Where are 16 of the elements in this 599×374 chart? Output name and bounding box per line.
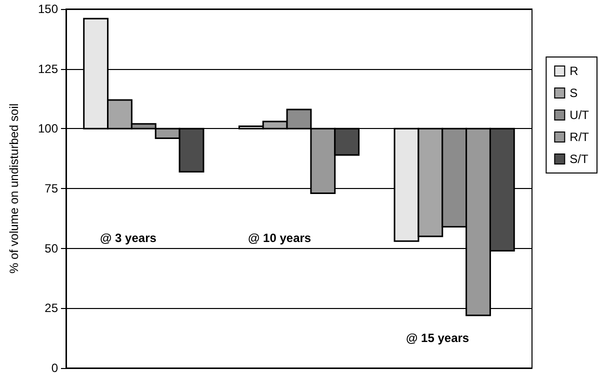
legend-label: S: [570, 86, 578, 100]
y-tick-label: 50: [44, 241, 58, 256]
y-tick-label: 125: [38, 62, 58, 76]
legend-label: R: [570, 64, 579, 78]
y-tick-label: 100: [38, 122, 58, 136]
annotation: @ 10 years: [248, 231, 312, 245]
legend-label: R/T: [570, 130, 590, 144]
y-tick-label: 0: [51, 361, 58, 374]
legend-label: S/T: [570, 152, 590, 166]
y-tick-label: 150: [38, 2, 58, 16]
legend-label: U/T: [570, 108, 590, 122]
annotation: @ 15 years: [406, 331, 470, 345]
y-tick-label: 25: [44, 301, 58, 316]
y-axis-title: % of volume on undisturbed soil: [7, 103, 21, 274]
annotation: @ 3 years: [100, 231, 157, 245]
y-tick-label: 75: [44, 182, 58, 196]
